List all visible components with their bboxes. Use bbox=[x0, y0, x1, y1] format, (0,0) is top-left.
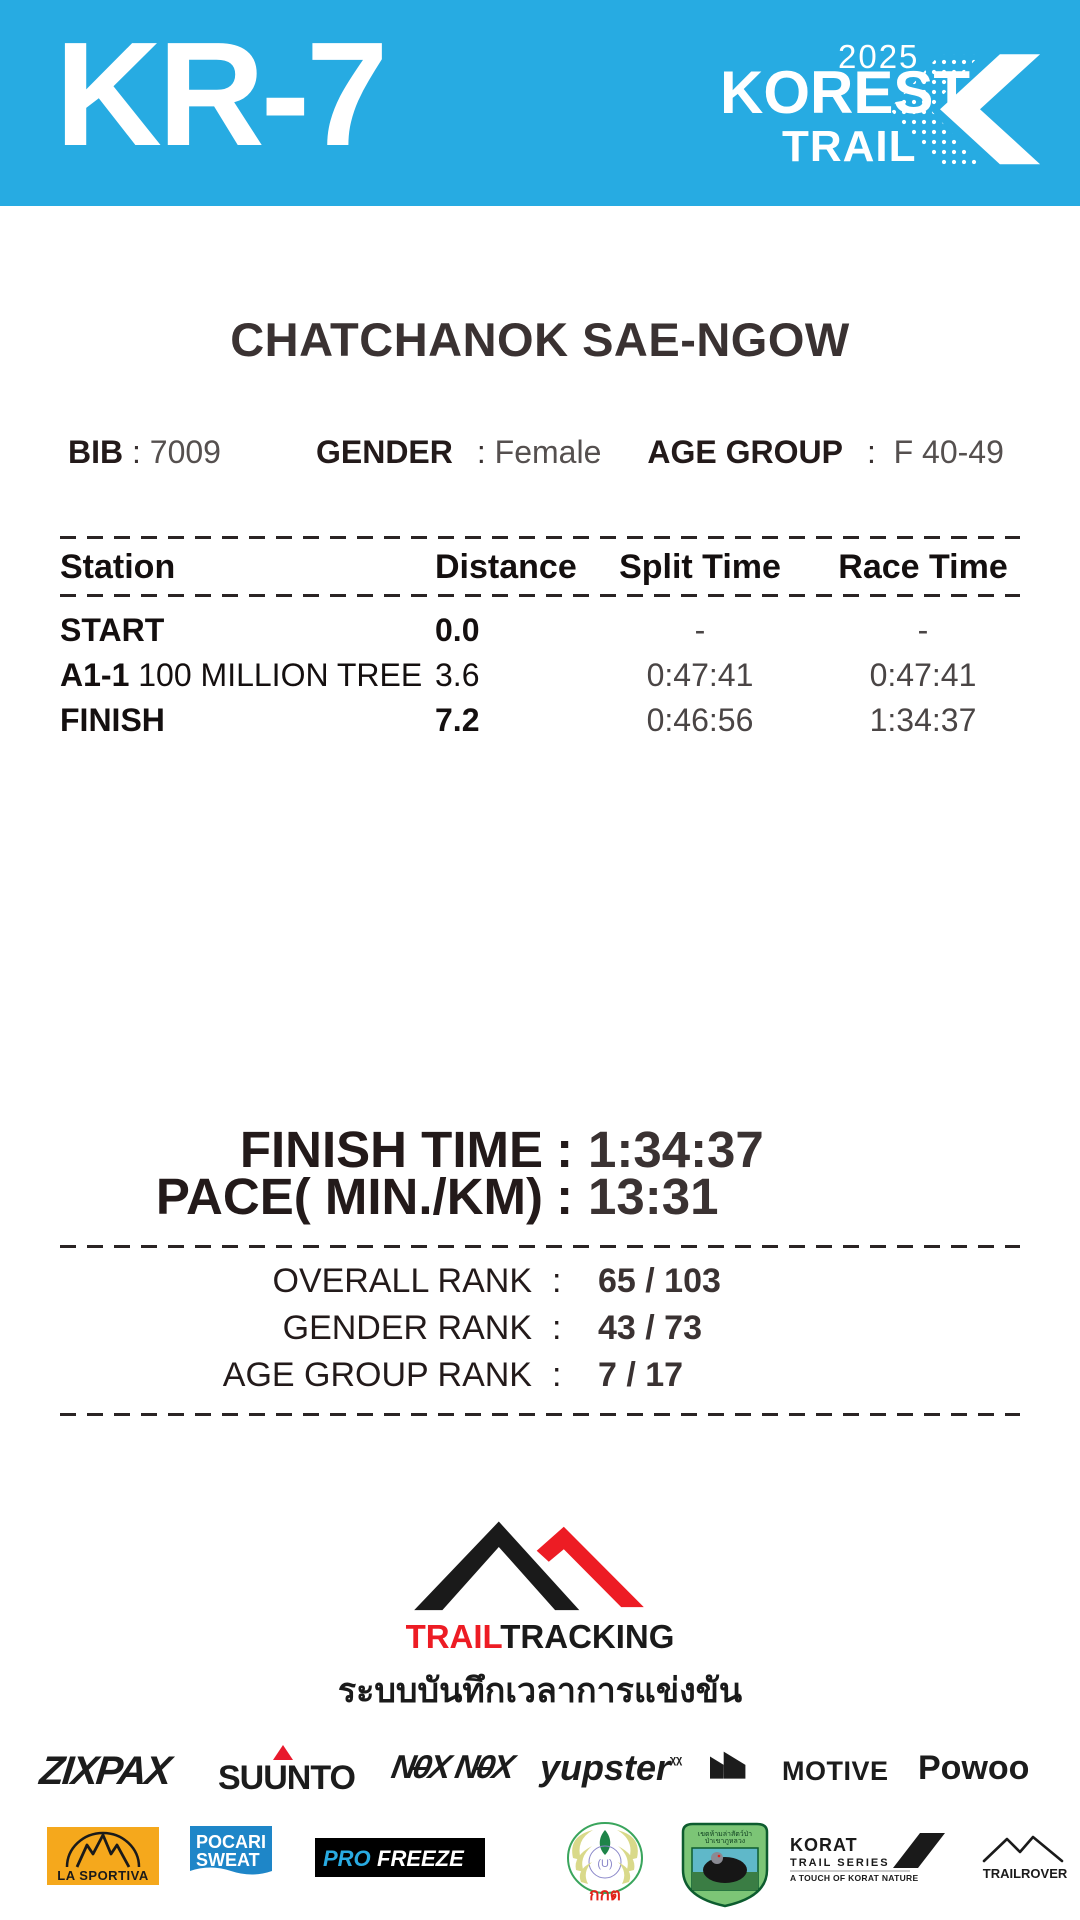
svg-text:SWEAT: SWEAT bbox=[196, 1850, 260, 1870]
svg-text:PRO: PRO bbox=[323, 1846, 371, 1871]
svg-text:กกต: กกต bbox=[589, 1885, 621, 1902]
svg-text:TRAILROVER: TRAILROVER bbox=[983, 1866, 1068, 1881]
svg-text:KORAT: KORAT bbox=[790, 1835, 858, 1855]
svg-text:A TOUCH OF KORAT NATURE: A TOUCH OF KORAT NATURE bbox=[790, 1873, 918, 1883]
svg-text:เขตห้ามล่าสัตว์ป่า: เขตห้ามล่าสัตว์ป่า bbox=[698, 1830, 752, 1838]
svg-text:TRAIL SERIES: TRAIL SERIES bbox=[790, 1857, 890, 1869]
svg-text:ป่าเขาภูหลวง: ป่าเขาภูหลวง bbox=[705, 1838, 745, 1845]
svg-text:FREEZE: FREEZE bbox=[377, 1846, 465, 1871]
svg-text:POCARI: POCARI bbox=[196, 1832, 266, 1852]
svg-text:LA SPORTIVA: LA SPORTIVA bbox=[57, 1868, 149, 1883]
svg-text:(U): (U) bbox=[597, 1858, 612, 1870]
